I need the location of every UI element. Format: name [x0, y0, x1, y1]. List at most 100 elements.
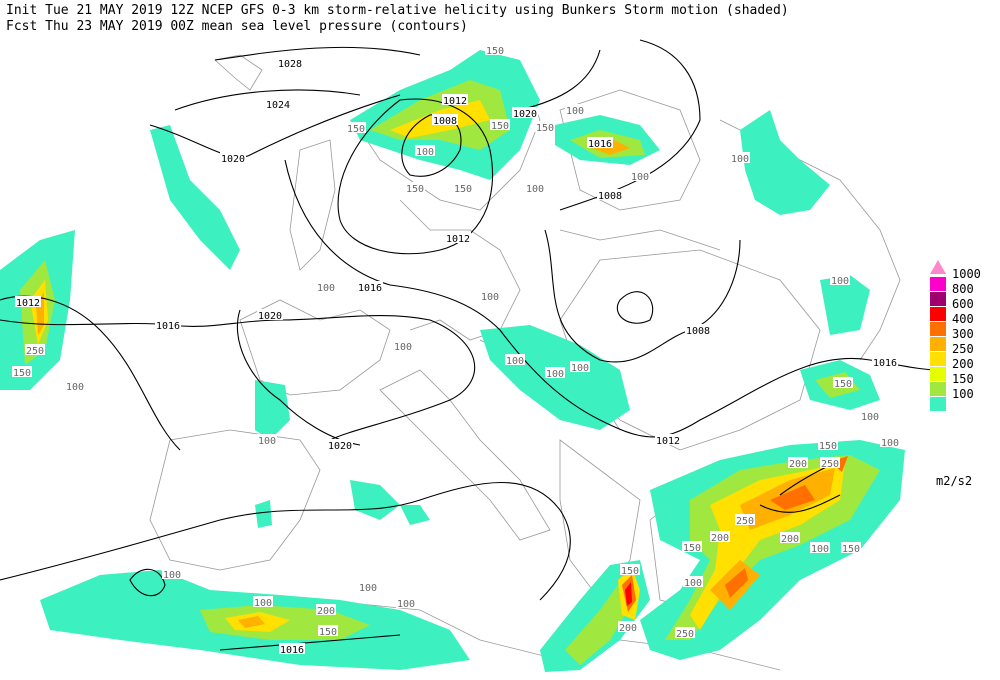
helicity-label-bg: [630, 170, 650, 181]
isobar-label: 1020: [513, 109, 537, 120]
helicity-label: 200: [619, 623, 637, 634]
isobar-label-bg: [442, 94, 468, 105]
helicity-label-bg: [257, 434, 277, 445]
isobar-label-bg: [257, 309, 283, 320]
legend: m2/s2: [930, 260, 972, 488]
isobar-labels: 1028 1024 1020 1012 1008 1020 1016 1008 1012 1016…: [15, 57, 898, 656]
legend-label: 200: [952, 357, 974, 371]
isobar-label: 1016: [358, 283, 382, 294]
legend-unit: m2/s2: [936, 474, 972, 488]
helicity-label: 100: [566, 106, 584, 117]
isobar-label-bg: [872, 356, 898, 367]
isobar-label: 1016: [280, 645, 304, 656]
header-line: Fcst Thu 23 MAY 2019 00Z mean sea level …: [6, 19, 468, 34]
legend-swatch: [930, 277, 946, 291]
legend-label: 300: [952, 327, 974, 341]
helicity-label: 200: [789, 459, 807, 470]
helicity-label: 100: [506, 356, 524, 367]
helicity-label: 150: [454, 184, 472, 195]
legend-swatch: [930, 397, 946, 411]
helicity-label: 150: [683, 543, 701, 554]
helicity-label: 150: [486, 46, 504, 57]
helicity-label-bg: [818, 439, 838, 450]
helicity-label-bg: [393, 340, 413, 351]
isobar-label-bg: [512, 107, 538, 118]
isobar-label: 1024: [266, 100, 290, 111]
legend-label: 600: [952, 297, 974, 311]
helicity-label-bg: [830, 274, 850, 285]
helicity-label: 150: [406, 184, 424, 195]
isobar-label: 1012: [656, 436, 680, 447]
legend-label: 100: [952, 387, 974, 401]
helicity-label: 100: [359, 583, 377, 594]
helicity-label: 250: [736, 516, 754, 527]
helicity-label: 200: [317, 606, 335, 617]
helicity-label: 150: [819, 441, 837, 452]
isobar-label-bg: [15, 296, 41, 307]
helicity-label-bg: [880, 436, 900, 447]
helicity-label-bg: [535, 121, 555, 132]
legend-swatch: [930, 367, 946, 381]
isobar-label: 1020: [328, 441, 352, 452]
helicity-label-bg: [415, 145, 435, 156]
helicity-label-bg: [358, 581, 378, 592]
helicity-labels: 250 150 100 100 100 150 100 100 150 200 250 250 200 2…: [12, 44, 900, 640]
helicity-label: 100: [831, 276, 849, 287]
helicity-label-bg: [620, 564, 640, 575]
isobar-label-bg: [655, 434, 681, 445]
helicity-label: 100: [546, 369, 564, 380]
helicity-label: 100: [163, 570, 181, 581]
isobar-label: 1008: [686, 326, 710, 337]
isobar-label-bg: [445, 232, 471, 243]
helicity-label-bg: [396, 597, 416, 608]
helicity-label: 100: [254, 598, 272, 609]
helicity-label-bg: [253, 596, 273, 607]
isobar-label: 1008: [598, 191, 622, 202]
helicity-label: 250: [676, 629, 694, 640]
isobar-label-bg: [155, 319, 181, 330]
helicity-label-bg: [833, 377, 853, 388]
helicity-label: 150: [347, 124, 365, 135]
helicity-label: 150: [536, 123, 554, 134]
isobar-label-bg: [279, 643, 305, 654]
helicity-label-bg: [730, 152, 750, 163]
helicity-label: 100: [317, 283, 335, 294]
helicity-label-bg: [316, 281, 336, 292]
isobar-label: 1012: [446, 234, 470, 245]
helicity-label-bg: [65, 380, 85, 391]
isobar-label: 1016: [156, 321, 180, 332]
legend-swatch: [930, 307, 946, 321]
helicity-label: 100: [394, 342, 412, 353]
helicity-label: 100: [881, 438, 899, 449]
legend-swatch: [930, 260, 946, 274]
helicity-label: 100: [861, 412, 879, 423]
helicity-label-bg: [505, 354, 525, 365]
helicity-label-bg: [841, 542, 861, 553]
helicity-label-bg: [346, 122, 366, 133]
helicity-label-bg: [485, 44, 505, 55]
helicity-label-bg: [683, 576, 703, 587]
helicity-label: 100: [66, 382, 84, 393]
helicity-label: 150: [319, 627, 337, 638]
helicity-label-bg: [780, 532, 800, 543]
legend-label: 800: [952, 282, 974, 296]
helicity-label-bg: [820, 457, 840, 468]
isobar-label-bg: [432, 114, 458, 125]
helicity-label: 250: [26, 346, 44, 357]
helicity-label-bg: [318, 625, 338, 636]
helicity-label: 100: [258, 436, 276, 447]
helicity-label-bg: [675, 627, 695, 638]
legend-label: 400: [952, 312, 974, 326]
helicity-label-bg: [682, 541, 702, 552]
helicity-label-bg: [710, 531, 730, 542]
isobar-label-bg: [587, 137, 613, 148]
helicity-label: 250: [821, 459, 839, 470]
helicity-label-bg: [162, 568, 182, 579]
helicity-label: 100: [481, 292, 499, 303]
helicity-label-bg: [453, 182, 473, 193]
helicity-label: 100: [684, 578, 702, 589]
helicity-label: 100: [416, 147, 434, 158]
helicity-label-bg: [788, 457, 808, 468]
isobar-label: 1008: [433, 116, 457, 127]
